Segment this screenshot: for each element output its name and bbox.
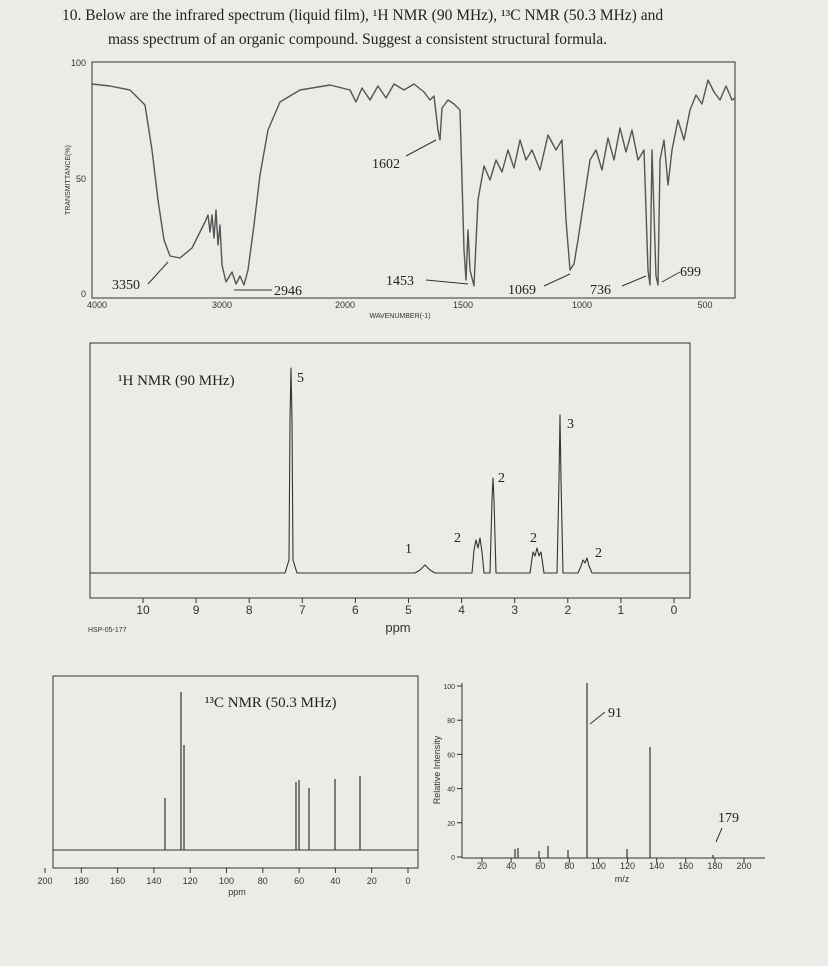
- y-tick-label: 60: [447, 752, 455, 759]
- h-nmr-frame: [89, 342, 691, 599]
- header-line: 10. Below are the infrared spectrum (liq…: [62, 7, 663, 24]
- x-tick-label: 200: [736, 861, 751, 871]
- x-axis-label: WAVENUMBER(-1): [369, 313, 430, 320]
- x-tick-label: 1000: [572, 300, 592, 310]
- x-axis-label: m/z: [615, 874, 630, 884]
- x-tick-label: 40: [330, 876, 340, 886]
- annotation: 1069: [508, 283, 536, 298]
- y-tick-label: 80: [447, 718, 455, 725]
- c-nmr-ticks: 200 180 160 140 120 100 80 60 40 20 0: [37, 868, 411, 886]
- arrow: [621, 275, 647, 287]
- header-line: mass spectrum of an organic compound. Su…: [108, 31, 607, 48]
- integral-label: 2: [595, 546, 602, 561]
- x-tick-label: 120: [183, 876, 198, 886]
- x-tick-label: 80: [564, 861, 574, 871]
- annotation: 1453: [386, 274, 414, 289]
- y-tick-label: 0: [451, 855, 455, 862]
- x-tick-label: 160: [110, 876, 125, 886]
- annotation: 736: [590, 283, 611, 298]
- x-tick-label: 4: [458, 603, 465, 617]
- integral-label: 2: [498, 471, 505, 486]
- annotation: 179: [718, 811, 739, 826]
- annotation: 2946: [274, 284, 302, 299]
- x-tick-label: 1500: [453, 300, 473, 310]
- ir-frame: [91, 61, 736, 299]
- x-tick-label: 140: [146, 876, 161, 886]
- arrow: [715, 827, 723, 843]
- x-tick-label: 80: [258, 876, 268, 886]
- x-tick-label: 8: [246, 603, 253, 617]
- x-tick-label: 9: [193, 603, 200, 617]
- x-tick-label: 5: [405, 603, 412, 617]
- x-axis-label: ppm: [385, 620, 410, 635]
- y-tick-label: 100: [71, 58, 86, 68]
- integral-label: 2: [530, 531, 537, 546]
- x-tick-label: 60: [294, 876, 304, 886]
- arrow: [661, 271, 681, 283]
- x-tick-label: 100: [219, 876, 234, 886]
- x-tick-label: 7: [299, 603, 306, 617]
- arrow: [405, 139, 437, 157]
- ir-spectrum: 100 50 0 4000 3000 2000 1500 1000 500 WA…: [65, 58, 736, 320]
- ir-curve: [91, 79, 736, 287]
- x-tick-label: 180: [74, 876, 89, 886]
- x-tick-label: 0: [671, 603, 678, 617]
- integral-label: 2: [454, 531, 461, 546]
- y-tick-label: 20: [447, 821, 455, 828]
- x-tick-label: 3000: [212, 300, 232, 310]
- x-tick-label: 180: [707, 861, 722, 871]
- x-tick-label: 100: [591, 861, 606, 871]
- x-tick-label: 140: [649, 861, 664, 871]
- annotation: 699: [680, 265, 701, 280]
- x-tick-label: 20: [367, 876, 377, 886]
- integral-label: 5: [297, 371, 304, 386]
- spectrum-title: ¹³C NMR (50.3 MHz): [205, 695, 337, 711]
- annotation: 91: [608, 706, 622, 721]
- c-nmr-spectrum: ¹³C NMR (50.3 MHz) 200 180 160 140 120 100 80 6…: [37, 675, 419, 897]
- annotation: 3350: [112, 278, 140, 293]
- annotation: 1602: [372, 157, 400, 172]
- x-tick-label: 40: [506, 861, 516, 871]
- arrow: [589, 711, 606, 725]
- x-axis-label: ppm: [228, 887, 246, 897]
- x-tick-label: 2000: [335, 300, 355, 310]
- x-tick-label: 4000: [87, 300, 107, 310]
- h-nmr-ticks: 10 9 8 7 6 5 4 3 2 1 0: [136, 598, 678, 617]
- x-tick-label: 6: [352, 603, 359, 617]
- spectrum-code: HSP-05-177: [88, 627, 127, 634]
- x-tick-label: 2: [564, 603, 571, 617]
- spectrum-title: ¹H NMR (90 MHz): [118, 373, 235, 389]
- x-tick-label: 20: [477, 861, 487, 871]
- x-tick-label: 160: [678, 861, 693, 871]
- h-nmr-curve: [90, 367, 690, 574]
- x-tick-label: 500: [697, 300, 712, 310]
- integral-label: 1: [405, 542, 412, 557]
- x-tick-label: 10: [136, 603, 150, 617]
- x-tick-label: 0: [405, 876, 410, 886]
- y-tick-label: 100: [443, 684, 455, 691]
- y-tick-label: 50: [76, 174, 86, 184]
- y-tick-label: 0: [81, 289, 86, 299]
- x-tick-label: 3: [511, 603, 518, 617]
- x-tick-label: 60: [535, 861, 545, 871]
- y-axis-label: TRANSMITTANCE(%): [65, 145, 72, 215]
- y-axis-label: Relative Intensity: [432, 735, 442, 804]
- y-tick-label: 40: [447, 787, 455, 794]
- arrow: [543, 273, 571, 287]
- x-tick-label: 120: [620, 861, 635, 871]
- c-nmr-frame: [52, 675, 419, 869]
- arrow: [147, 261, 169, 285]
- x-tick-label: 1: [618, 603, 625, 617]
- h-nmr-spectrum: ¹H NMR (90 MHz) 5 1 2 2 2 3 2 10 9 8 7 6 5 4 3 2…: [88, 342, 691, 635]
- x-tick-label: 200: [37, 876, 52, 886]
- integral-label: 3: [567, 417, 574, 432]
- arrow: [425, 279, 469, 285]
